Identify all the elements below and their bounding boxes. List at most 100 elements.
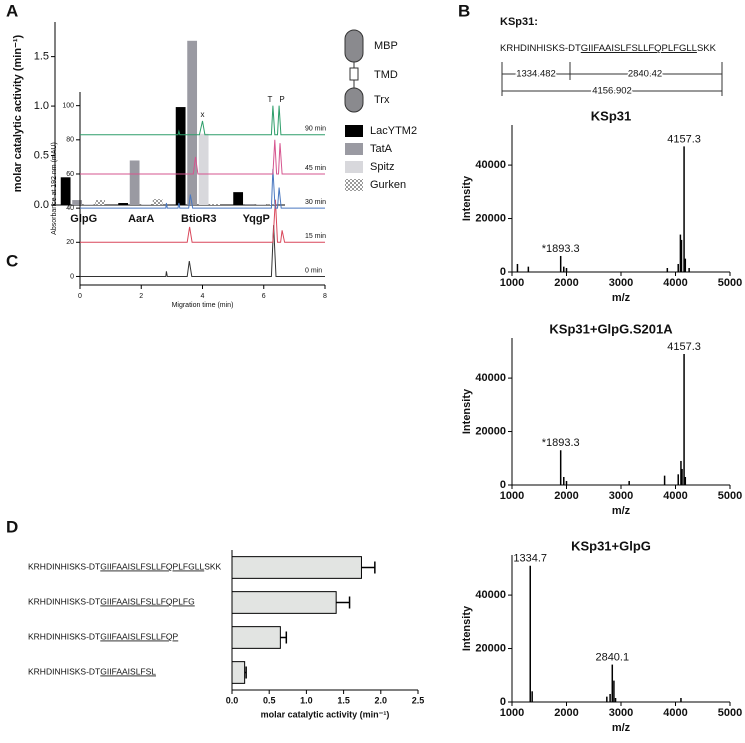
error-bar <box>280 631 288 644</box>
x-tick-label: 0.0 <box>226 695 239 705</box>
x-tick-label: 0.5 <box>263 695 276 705</box>
category-label: KRHDINHISKS-DTGIIFAAISLFSL <box>28 667 156 677</box>
x-tick-label: 4000 <box>663 707 687 719</box>
x-tick-label: 1000 <box>500 707 524 719</box>
category-part: KRHDINHISKS-DT <box>28 632 100 642</box>
x-tick-label: 1.5 <box>337 695 350 705</box>
x-tick-label: 3000 <box>609 707 633 719</box>
panel-label: C <box>6 251 18 270</box>
bar <box>152 199 163 205</box>
category-part: SKK <box>204 562 221 572</box>
y-tick-label: 40 <box>66 205 74 212</box>
annotation: x <box>201 110 205 119</box>
bar <box>187 40 198 206</box>
trace-label: 15 min <box>305 233 326 240</box>
trace <box>80 105 325 136</box>
sequence-title: KSp31: <box>500 16 538 28</box>
x-axis-label: m/z <box>612 505 631 517</box>
category-label: KRHDINHISKS-DTGIIFAAISLFSLLFQPLFGLLSKK <box>28 562 222 572</box>
x-tick-label: YqgP <box>243 213 270 225</box>
legend-label: Spitz <box>370 161 394 173</box>
category-part: KRHDINHISKS-DT <box>28 667 100 677</box>
domain-label: MBP <box>374 40 398 52</box>
peak-label: 4157.3 <box>667 133 701 145</box>
bar <box>72 200 83 205</box>
x-tick-label: 3000 <box>609 490 633 502</box>
y-tick-label: 0 <box>500 266 506 278</box>
peak-label: 1334.7 <box>513 553 547 565</box>
y-tick-label: 0 <box>500 696 506 708</box>
trace <box>80 225 325 277</box>
bar <box>256 204 267 205</box>
peak-label: *1893.3 <box>542 243 580 255</box>
panel-label: A <box>6 1 18 20</box>
trace-label: 90 min <box>305 126 326 133</box>
sequence-diagram: KSp31: KRHDINHISKS-DTGIIFAAISLFSLLFQPLFG… <box>500 16 723 98</box>
bar <box>129 160 140 205</box>
sequence-part: SKK <box>697 43 717 54</box>
x-tick-label: 2000 <box>554 490 578 502</box>
trace-label: 0 min <box>305 267 322 274</box>
x-tick-label: 1.0 <box>300 695 313 705</box>
x-tick-label: 5000 <box>718 707 742 719</box>
trace-label: 30 min <box>305 199 326 206</box>
x-tick-label: 6 <box>262 293 266 300</box>
trace <box>80 168 325 209</box>
x-tick-label: 2 <box>139 293 143 300</box>
x-tick-label: 5000 <box>718 277 742 289</box>
x-tick-label: GlpG <box>70 213 97 225</box>
y-tick-label: 0 <box>70 273 74 280</box>
bar <box>198 133 209 205</box>
x-tick-label: 4000 <box>663 490 687 502</box>
legend-swatch <box>345 161 363 173</box>
x-tick-label: 1000 <box>500 490 524 502</box>
fragment-label: 4156.902 <box>592 86 632 97</box>
bar <box>95 200 106 205</box>
tmd-shape <box>349 67 359 81</box>
category-part: GIIFAAISLFSLLFQP <box>100 632 178 642</box>
x-tick-label: 0 <box>78 293 82 300</box>
trace <box>80 139 325 175</box>
x-axis-label: m/z <box>612 722 631 734</box>
bar <box>118 203 129 205</box>
y-axis-label: Intensity <box>461 175 473 221</box>
spectrum-title: KSp31+GlpG.S201A <box>549 321 673 336</box>
legend-swatch <box>345 179 363 191</box>
mbp-shape <box>344 29 364 63</box>
annotation: T <box>267 95 272 104</box>
bar <box>60 177 71 205</box>
x-tick-label: 2000 <box>554 277 578 289</box>
category-part: GIIFAAISLFSLLFQPLFG <box>100 597 194 607</box>
y-tick-label: 40000 <box>475 159 506 171</box>
sequence-part: GIIFAAISLFSLLFQPLFGLL <box>581 43 697 54</box>
y-tick-label: 80 <box>66 137 74 144</box>
bar <box>233 192 244 205</box>
x-tick-label: 2000 <box>554 707 578 719</box>
y-tick-label: 20000 <box>475 642 506 654</box>
error-bar <box>244 666 247 679</box>
bar <box>267 204 278 205</box>
panel-label: D <box>6 517 18 536</box>
bar <box>231 661 246 684</box>
error-bar <box>361 561 376 574</box>
x-tick-label: 1000 <box>500 277 524 289</box>
error-bar <box>336 596 351 609</box>
panel-label: B <box>458 1 470 20</box>
sequence: KRHDINHISKS-DTGIIFAAISLFSLLFQPLFGLLSKK <box>500 43 717 54</box>
legend-label: Gurken <box>370 179 406 191</box>
bar <box>210 204 221 205</box>
peak-label: 2840.1 <box>595 651 629 663</box>
y-tick-label: 1.0 <box>34 100 49 112</box>
bar <box>231 626 281 649</box>
y-axis-label: Intensity <box>461 605 473 651</box>
bar <box>231 556 362 579</box>
domain-diagram: MBP TMD Trx <box>344 29 398 113</box>
y-tick-label: 0.0 <box>34 199 49 211</box>
category-label: KRHDINHISKS-DTGIIFAAISLFSLLFQP <box>28 632 179 642</box>
x-axis-label: m/z <box>612 292 631 304</box>
y-tick-label: 20000 <box>475 212 506 224</box>
category-part: GIIFAAISLFSLLFQPLFGLL <box>100 562 204 572</box>
x-tick-label: AarA <box>128 213 154 225</box>
legend-swatch <box>345 125 363 137</box>
